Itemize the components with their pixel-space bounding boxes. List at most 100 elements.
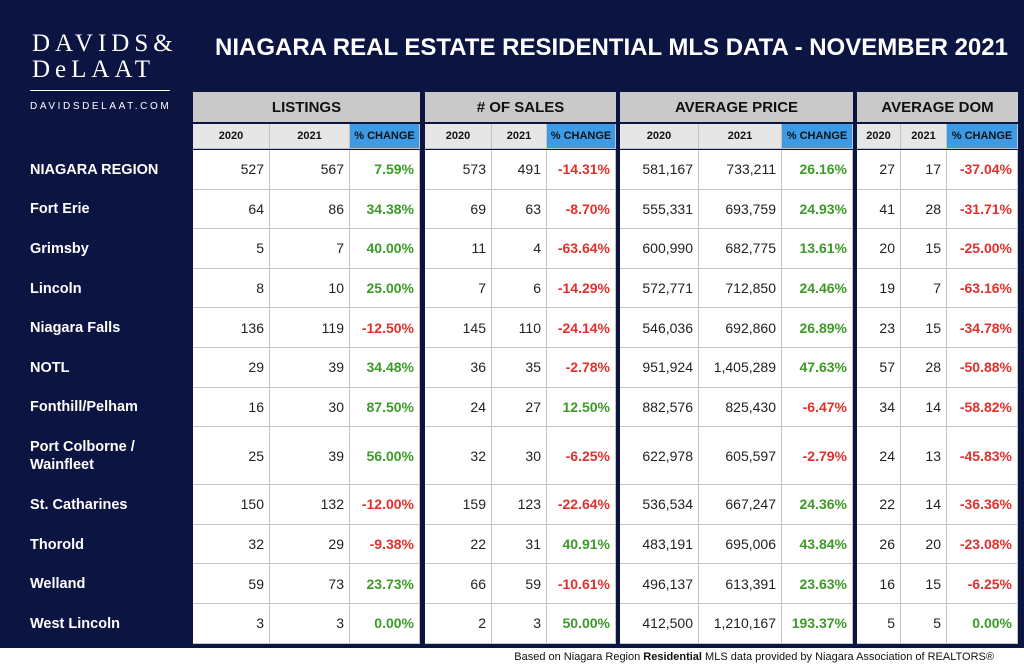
cell: 110: [492, 308, 547, 348]
cell: -37.04%: [947, 150, 1018, 190]
cell: 3: [492, 604, 547, 644]
cell: 119: [270, 308, 350, 348]
cell: 39: [270, 427, 350, 486]
cell: 8: [193, 268, 270, 309]
group-header: # OF SALES: [425, 92, 616, 122]
cell: 600,990: [620, 229, 699, 269]
cell: 34.38%: [350, 189, 420, 230]
row-name: Port Colborne / Wainfleet: [30, 439, 135, 474]
row-name: West Lincoln: [30, 615, 120, 632]
cell: 24.46%: [782, 268, 853, 309]
website: DAVIDSDELAAT.COM: [30, 101, 172, 112]
cell: 87.50%: [350, 387, 420, 428]
cell: -14.31%: [547, 150, 616, 190]
cell: 692,860: [699, 308, 782, 348]
cell: 69: [425, 189, 492, 230]
cell: 7: [901, 268, 947, 309]
row-name: Niagara Falls: [30, 320, 121, 337]
column-header: % CHANGE: [350, 124, 420, 149]
cell: -6.25%: [547, 427, 616, 486]
cell: 34.48%: [350, 348, 420, 388]
cell: -2.79%: [782, 427, 853, 486]
cell: 5: [857, 604, 901, 644]
cell: 43.84%: [782, 524, 853, 565]
cell: 26: [857, 524, 901, 565]
cell: -63.16%: [947, 268, 1018, 309]
cell: 35: [492, 348, 547, 388]
footer-text: MLS data provided by Niagara Association…: [701, 651, 994, 663]
column-header: % CHANGE: [782, 124, 853, 149]
cell: 28: [901, 348, 947, 388]
footer: Based on Niagara Region Residential MLS …: [0, 648, 1024, 667]
cell: 12.50%: [547, 387, 616, 428]
column-header: % CHANGE: [547, 124, 616, 149]
column-header: 2021: [270, 124, 350, 149]
cell: 30: [270, 387, 350, 428]
group-header: AVERAGE DOM: [857, 92, 1018, 122]
cell: 66: [425, 564, 492, 604]
cell: 32: [425, 427, 492, 486]
cell: 56.00%: [350, 427, 420, 486]
cell: 36: [425, 348, 492, 388]
cell: 30: [492, 427, 547, 486]
cell: 555,331: [620, 189, 699, 230]
cell: 825,430: [699, 387, 782, 428]
cell: 27: [492, 387, 547, 428]
cell: -24.14%: [547, 308, 616, 348]
column-header: 2020: [425, 124, 492, 149]
cell: -23.08%: [947, 524, 1018, 565]
cell: 32: [193, 524, 270, 565]
cell: 150: [193, 485, 270, 525]
row-name: Welland: [30, 576, 86, 593]
cell: 573: [425, 150, 492, 190]
cell: 26.16%: [782, 150, 853, 190]
cell: 193.37%: [782, 604, 853, 644]
column-header: 2021: [699, 124, 782, 149]
cell: -63.64%: [547, 229, 616, 269]
group-header: LISTINGS: [193, 92, 420, 122]
logo-line: DAVIDS&: [32, 30, 178, 57]
cell: 0.00%: [350, 604, 420, 644]
cell: 15: [901, 229, 947, 269]
logo-rule: [30, 90, 170, 91]
cell: 667,247: [699, 485, 782, 525]
cell: 581,167: [620, 150, 699, 190]
cell: 412,500: [620, 604, 699, 644]
cell: 16: [193, 387, 270, 428]
cell: 15: [901, 308, 947, 348]
row-name: NOTL: [30, 359, 70, 376]
cell: -10.61%: [547, 564, 616, 604]
cell: 2: [425, 604, 492, 644]
cell: 24: [425, 387, 492, 428]
cell: -12.00%: [350, 485, 420, 525]
cell: 24.36%: [782, 485, 853, 525]
cell: 0.00%: [947, 604, 1018, 644]
row-name: Thorold: [30, 536, 84, 553]
cell: -25.00%: [947, 229, 1018, 269]
cell: 7: [270, 229, 350, 269]
cell: 159: [425, 485, 492, 525]
column-header: % CHANGE: [947, 124, 1018, 149]
cell: -9.38%: [350, 524, 420, 565]
cell: 22: [425, 524, 492, 565]
cell: 40.00%: [350, 229, 420, 269]
cell: 26.89%: [782, 308, 853, 348]
cell: 41: [857, 189, 901, 230]
cell: -12.50%: [350, 308, 420, 348]
cell: 123: [492, 485, 547, 525]
cell: -8.70%: [547, 189, 616, 230]
cell: 23.63%: [782, 564, 853, 604]
cell: 39: [270, 348, 350, 388]
cell: 27: [857, 150, 901, 190]
cell: -2.78%: [547, 348, 616, 388]
cell: 63: [492, 189, 547, 230]
cell: 11: [425, 229, 492, 269]
cell: 57: [857, 348, 901, 388]
cell: 132: [270, 485, 350, 525]
footer-bold: Residential: [643, 651, 702, 663]
cell: -6.47%: [782, 387, 853, 428]
cell: 483,191: [620, 524, 699, 565]
cell: 613,391: [699, 564, 782, 604]
cell: -22.64%: [547, 485, 616, 525]
